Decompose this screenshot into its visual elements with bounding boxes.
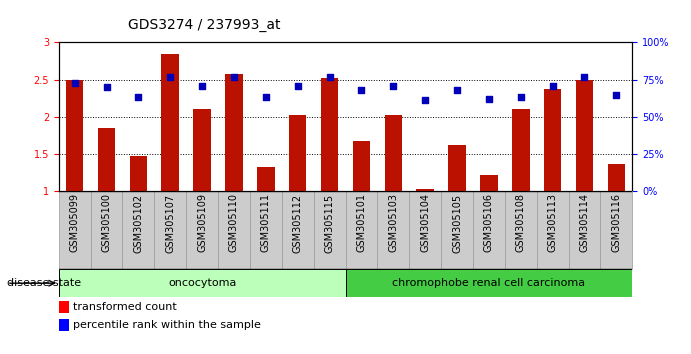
Text: GSM305102: GSM305102: [133, 194, 144, 253]
Text: GDS3274 / 237993_at: GDS3274 / 237993_at: [128, 18, 281, 32]
Point: [196, 83, 207, 88]
Text: GSM305116: GSM305116: [612, 194, 621, 252]
Bar: [186, 191, 218, 269]
Text: GSM305105: GSM305105: [452, 194, 462, 253]
Point: [579, 74, 590, 80]
Bar: [352, 141, 370, 191]
Text: GSM305107: GSM305107: [165, 194, 176, 253]
Bar: [607, 164, 625, 191]
Bar: [225, 74, 243, 191]
Bar: [162, 55, 179, 191]
Bar: [66, 80, 84, 191]
Bar: [346, 269, 632, 297]
Text: GSM305109: GSM305109: [197, 194, 207, 252]
Text: transformed count: transformed count: [73, 302, 177, 312]
Text: GSM305104: GSM305104: [420, 194, 430, 252]
Text: oncocytoma: oncocytoma: [168, 278, 236, 288]
Text: GSM305115: GSM305115: [325, 194, 334, 253]
Bar: [59, 319, 69, 331]
Bar: [59, 191, 91, 269]
Bar: [569, 191, 600, 269]
Bar: [154, 191, 186, 269]
Bar: [282, 191, 314, 269]
Point: [388, 83, 399, 88]
Text: GSM305101: GSM305101: [357, 194, 366, 252]
Bar: [512, 109, 529, 191]
Point: [483, 96, 494, 102]
Point: [451, 87, 462, 93]
Point: [515, 95, 527, 100]
Point: [164, 74, 176, 80]
Bar: [346, 191, 377, 269]
Point: [419, 98, 430, 103]
Text: GSM305099: GSM305099: [70, 194, 79, 252]
Text: GSM305113: GSM305113: [547, 194, 558, 252]
Bar: [417, 189, 434, 191]
Text: GSM305103: GSM305103: [388, 194, 398, 252]
Bar: [218, 191, 250, 269]
Bar: [473, 191, 505, 269]
Bar: [59, 269, 346, 297]
Bar: [91, 191, 122, 269]
Text: GSM305100: GSM305100: [102, 194, 111, 252]
Point: [69, 80, 80, 85]
Bar: [59, 301, 69, 313]
Bar: [600, 191, 632, 269]
Point: [356, 87, 367, 93]
Point: [292, 83, 303, 88]
Text: GSM305112: GSM305112: [293, 194, 303, 253]
Bar: [448, 145, 466, 191]
Bar: [122, 191, 154, 269]
Text: GSM305106: GSM305106: [484, 194, 494, 252]
Bar: [193, 109, 211, 191]
Text: disease state: disease state: [7, 278, 81, 288]
Bar: [250, 191, 282, 269]
Bar: [576, 80, 594, 191]
Bar: [321, 78, 339, 191]
Bar: [289, 115, 307, 191]
Bar: [441, 191, 473, 269]
Bar: [409, 191, 441, 269]
Bar: [257, 167, 274, 191]
Bar: [537, 191, 569, 269]
Text: GSM305114: GSM305114: [580, 194, 589, 252]
Point: [133, 95, 144, 100]
Point: [324, 74, 335, 80]
Point: [611, 92, 622, 97]
Bar: [544, 88, 561, 191]
Text: GSM305108: GSM305108: [515, 194, 526, 252]
Text: GSM305111: GSM305111: [261, 194, 271, 252]
Text: chromophobe renal cell carcinoma: chromophobe renal cell carcinoma: [392, 278, 585, 288]
Bar: [97, 128, 115, 191]
Text: percentile rank within the sample: percentile rank within the sample: [73, 320, 261, 330]
Bar: [384, 115, 402, 191]
Bar: [505, 191, 537, 269]
Bar: [130, 156, 147, 191]
Point: [229, 74, 240, 80]
Text: GSM305110: GSM305110: [229, 194, 239, 252]
Point: [547, 83, 558, 88]
Point: [101, 84, 112, 90]
Bar: [314, 191, 346, 269]
Bar: [377, 191, 409, 269]
Bar: [480, 175, 498, 191]
Point: [261, 95, 272, 100]
